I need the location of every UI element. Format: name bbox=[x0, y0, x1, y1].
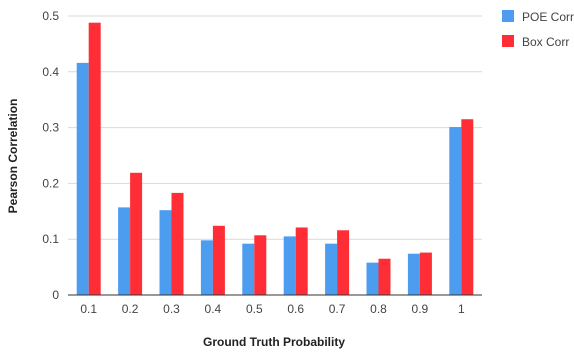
bar-poe-corr-0.2 bbox=[118, 207, 131, 295]
bar-poe-corr-0.8 bbox=[366, 262, 379, 295]
bar-box-corr-0.1 bbox=[88, 22, 101, 296]
bar-poe-corr-0.3 bbox=[159, 210, 172, 295]
x-tick-label: 0.4 bbox=[205, 302, 222, 316]
bar-box-corr-0.6 bbox=[295, 227, 308, 295]
legend-label: Box Corr bbox=[522, 35, 569, 49]
bar-box-corr-0.9 bbox=[419, 252, 432, 295]
bar-poe-corr-1 bbox=[449, 127, 462, 296]
x-tick-label: 0.6 bbox=[287, 302, 304, 316]
bar-poe-corr-0.7 bbox=[325, 243, 338, 295]
legend-label: POE Corr bbox=[522, 10, 574, 24]
y-tick-label: 0.2 bbox=[42, 176, 59, 190]
bar-poe-corr-0.6 bbox=[283, 236, 296, 295]
bar-box-corr-0.2 bbox=[130, 172, 143, 295]
bars bbox=[76, 22, 474, 296]
x-axis-title: Ground Truth Probability bbox=[203, 335, 345, 349]
x-tick-label: 0.3 bbox=[163, 302, 180, 316]
x-tick-label: 0.8 bbox=[370, 302, 387, 316]
x-tick-label: 0.2 bbox=[122, 302, 139, 316]
x-tick-label: 1 bbox=[458, 302, 465, 316]
bar-poe-corr-0.9 bbox=[407, 253, 420, 295]
bar-box-corr-0.4 bbox=[212, 225, 225, 295]
y-axis-title: Pearson Correlation bbox=[6, 99, 20, 214]
x-tick-label: 0.5 bbox=[246, 302, 263, 316]
x-tick-label: 0.7 bbox=[329, 302, 346, 316]
legend-swatch bbox=[502, 10, 514, 22]
legend: POE Corr Box Corr bbox=[502, 10, 574, 49]
y-tick-label: 0.1 bbox=[42, 232, 59, 246]
bar-poe-corr-0.4 bbox=[200, 240, 213, 295]
y-tick-label: 0.4 bbox=[42, 65, 59, 79]
bar-box-corr-0.5 bbox=[254, 235, 267, 295]
x-tick-label: 0.1 bbox=[80, 302, 97, 316]
bar-poe-corr-0.5 bbox=[242, 243, 255, 295]
y-tick-label: 0 bbox=[52, 288, 59, 302]
y-tick-label: 0.3 bbox=[42, 121, 59, 135]
bar-box-corr-0.7 bbox=[337, 230, 350, 295]
y-tick-label: 0.5 bbox=[42, 9, 59, 23]
bar-box-corr-0.3 bbox=[171, 192, 184, 295]
bar-box-corr-1 bbox=[461, 119, 474, 295]
x-tick-label: 0.9 bbox=[412, 302, 429, 316]
legend-swatch bbox=[502, 35, 514, 47]
bar-box-corr-0.8 bbox=[378, 258, 391, 295]
axes: 0 0.1 0.2 0.3 0.4 0.5 0.1 0.2 0.3 0.4 0.5 0.6 0.7 0.8… bbox=[42, 9, 482, 316]
bar-poe-corr-0.1 bbox=[76, 62, 89, 295]
